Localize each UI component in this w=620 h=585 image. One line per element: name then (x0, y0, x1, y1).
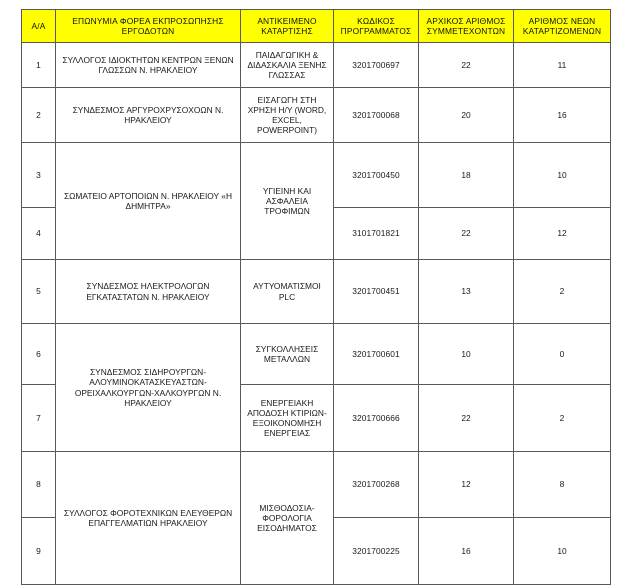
column-header-employer: ΕΠΩΝΥΜΙΑ ΦΟΡΕΑ ΕΚΠΡΟΣΩΠΗΣΗΣ ΕΡΓΟΔΟΤΩΝ (55, 9, 241, 43)
cell-new: 10 (513, 517, 611, 585)
table-header: Α/Α ΕΠΩΝΥΜΙΑ ΦΟΡΕΑ ΕΚΠΡΟΣΩΠΗΣΗΣ ΕΡΓΟΔΟΤΩ… (21, 9, 611, 43)
column-header-new: ΑΡΙΘΜΟΣ ΝΕΩΝ ΚΑΤΑΡΤΙΖΟΜΕΝΩΝ (513, 9, 611, 43)
cell-aa: 3 (21, 142, 56, 208)
document-page: Α/Α ΕΠΩΝΥΜΙΑ ΦΟΡΕΑ ΕΚΠΡΟΣΩΠΗΣΗΣ ΕΡΓΟΔΟΤΩ… (21, 9, 611, 585)
cell-code: 3201700451 (333, 259, 419, 324)
cell-initial: 13 (418, 259, 514, 324)
cell-code: 3201700268 (333, 451, 419, 518)
column-header-aa: Α/Α (21, 9, 56, 43)
cell-aa: 8 (21, 451, 56, 518)
cell-initial: 16 (418, 517, 514, 585)
cell-aa: 1 (21, 42, 56, 88)
cell-new: 16 (513, 87, 611, 143)
cell-initial: 22 (418, 207, 514, 260)
header-row: Α/Α ΕΠΩΝΥΜΙΑ ΦΟΡΕΑ ΕΚΠΡΟΣΩΠΗΣΗΣ ΕΡΓΟΔΟΤΩ… (21, 9, 611, 43)
cell-code: 3201700666 (333, 384, 419, 452)
cell-new: 8 (513, 451, 611, 518)
cell-subject: ΕΙΣΑΓΩΓΗ ΣΤΗ ΧΡΗΣΗ Η/Υ (WORD, EXCEL, POW… (240, 87, 334, 143)
cell-subject: ΠΑΙΔΑΓΩΓΙΚΗ & ΔΙΔΑΣΚΑΛΙΑ ΞΕΝΗΣ ΓΛΩΣΣΑΣ (240, 42, 334, 88)
cell-new: 10 (513, 142, 611, 208)
table-row: 8 ΣΥΛΛΟΓΟΣ ΦΟΡΟΤΕΧΝΙΚΩΝ ΕΛΕΥΘΕΡΩΝ ΕΠΑΓΓΕ… (21, 451, 611, 585)
column-header-subject: ΑΝΤΙΚΕΙΜΕΝΟ ΚΑΤΑΡΤΙΣΗΣ (240, 9, 334, 43)
cell-subject: ΕΝΕΡΓΕΙΑΚΗ ΑΠΟΔΟΣΗ ΚΤΙΡΙΩΝ-ΕΞΟΙΚΟΝΟΜΗΣΗ … (240, 384, 334, 452)
cell-initial: 22 (418, 384, 514, 452)
cell-aa: 2 (21, 87, 56, 143)
cell-initial: 18 (418, 142, 514, 208)
cell-new: 2 (513, 259, 611, 324)
cell-code: 3201700225 (333, 517, 419, 585)
cell-initial: 22 (418, 42, 514, 88)
cell-code: 3201700697 (333, 42, 419, 88)
cell-new: 0 (513, 323, 611, 385)
cell-subject: ΜΙΣΘΟΔΟΣΙΑ-ΦΟΡΟΛΟΓΙΑ ΕΙΣΟΔΗΜΑΤΟΣ (240, 451, 334, 585)
cell-aa: 7 (21, 384, 56, 452)
cell-aa: 9 (21, 517, 56, 585)
table-row: 2 ΣΥΝΔΕΣΜΟΣ ΑΡΓΥΡΟΧΡΥΣΟΧΟΩΝ Ν. ΗΡΑΚΛΕΙΟΥ… (21, 87, 611, 143)
cell-aa: 4 (21, 207, 56, 260)
cell-code: 3201700450 (333, 142, 419, 208)
column-header-code: ΚΩΔΙΚΟΣ ΠΡΟΓΡΑΜΜΑΤΟΣ (333, 9, 419, 43)
cell-employer: ΣΥΝΔΕΣΜΟΣ ΣΙΔΗΡΟΥΡΓΩΝ-ΑΛΟΥΜΙΝΟΚΑΤΑΣΚΕΥΑΣ… (55, 323, 241, 452)
cell-aa: 5 (21, 259, 56, 324)
cell-employer: ΣΥΝΔΕΣΜΟΣ ΗΛΕΚΤΡΟΛΟΓΩΝ ΕΓΚΑΤΑΣΤΑΤΩΝ Ν. Η… (55, 259, 241, 324)
cell-aa: 6 (21, 323, 56, 385)
cell-subject: ΑΥΤΥΟΜΑΤΙΣΜΟΙ PLC (240, 259, 334, 324)
table-row: 4 3101701821 22 12 (21, 207, 611, 260)
cell-new: 12 (513, 207, 611, 260)
table-row: 3 ΣΩΜΑΤΕΙΟ ΑΡΤΟΠΟΙΩΝ Ν. ΗΡΑΚΛΕΙΟΥ «Η ΔΗΜ… (21, 142, 611, 260)
table-body: 1 ΣΥΛΛΟΓΟΣ ΙΔΙΟΚΤΗΤΩΝ ΚΕΝΤΡΩΝ ΞΕΝΩΝ ΓΛΩΣ… (21, 42, 611, 585)
cell-employer: ΣΥΛΛΟΓΟΣ ΙΔΙΟΚΤΗΤΩΝ ΚΕΝΤΡΩΝ ΞΕΝΩΝ ΓΛΩΣΣΩ… (55, 42, 241, 88)
cell-new: 11 (513, 42, 611, 88)
cell-code: 3201700068 (333, 87, 419, 143)
table-row: 1 ΣΥΛΛΟΓΟΣ ΙΔΙΟΚΤΗΤΩΝ ΚΕΝΤΡΩΝ ΞΕΝΩΝ ΓΛΩΣ… (21, 42, 611, 88)
column-header-initial: ΑΡΧΙΚΟΣ ΑΡΙΘΜΟΣ ΣΥΜΜΕΤΕΧΟΝΤΩΝ (418, 9, 514, 43)
cell-new: 2 (513, 384, 611, 452)
cell-employer: ΣΩΜΑΤΕΙΟ ΑΡΤΟΠΟΙΩΝ Ν. ΗΡΑΚΛΕΙΟΥ «Η ΔΗΜΗΤ… (55, 142, 241, 260)
table-row: 7 ΕΝΕΡΓΕΙΑΚΗ ΑΠΟΔΟΣΗ ΚΤΙΡΙΩΝ-ΕΞΟΙΚΟΝΟΜΗΣ… (21, 384, 611, 452)
cell-code: 3101701821 (333, 207, 419, 260)
table-row: 5 ΣΥΝΔΕΣΜΟΣ ΗΛΕΚΤΡΟΛΟΓΩΝ ΕΓΚΑΤΑΣΤΑΤΩΝ Ν.… (21, 259, 611, 324)
cell-initial: 10 (418, 323, 514, 385)
training-programs-table: Α/Α ΕΠΩΝΥΜΙΑ ΦΟΡΕΑ ΕΚΠΡΟΣΩΠΗΣΗΣ ΕΡΓΟΔΟΤΩ… (21, 9, 611, 585)
cell-code: 3201700601 (333, 323, 419, 385)
cell-initial: 12 (418, 451, 514, 518)
cell-initial: 20 (418, 87, 514, 143)
cell-employer: ΣΥΛΛΟΓΟΣ ΦΟΡΟΤΕΧΝΙΚΩΝ ΕΛΕΥΘΕΡΩΝ ΕΠΑΓΓΕΛΜ… (55, 451, 241, 585)
cell-subject: ΥΓΙΕΙΝΗ ΚΑΙ ΑΣΦΑΛΕΙΑ ΤΡΟΦΙΜΩΝ (240, 142, 334, 260)
cell-employer: ΣΥΝΔΕΣΜΟΣ ΑΡΓΥΡΟΧΡΥΣΟΧΟΩΝ Ν. ΗΡΑΚΛΕΙΟΥ (55, 87, 241, 143)
cell-subject: ΣΥΓΚΟΛΛΗΣΕΙΣ ΜΕΤΑΛΛΩΝ (240, 323, 334, 385)
table-row: 6 ΣΥΝΔΕΣΜΟΣ ΣΙΔΗΡΟΥΡΓΩΝ-ΑΛΟΥΜΙΝΟΚΑΤΑΣΚΕΥ… (21, 323, 611, 452)
